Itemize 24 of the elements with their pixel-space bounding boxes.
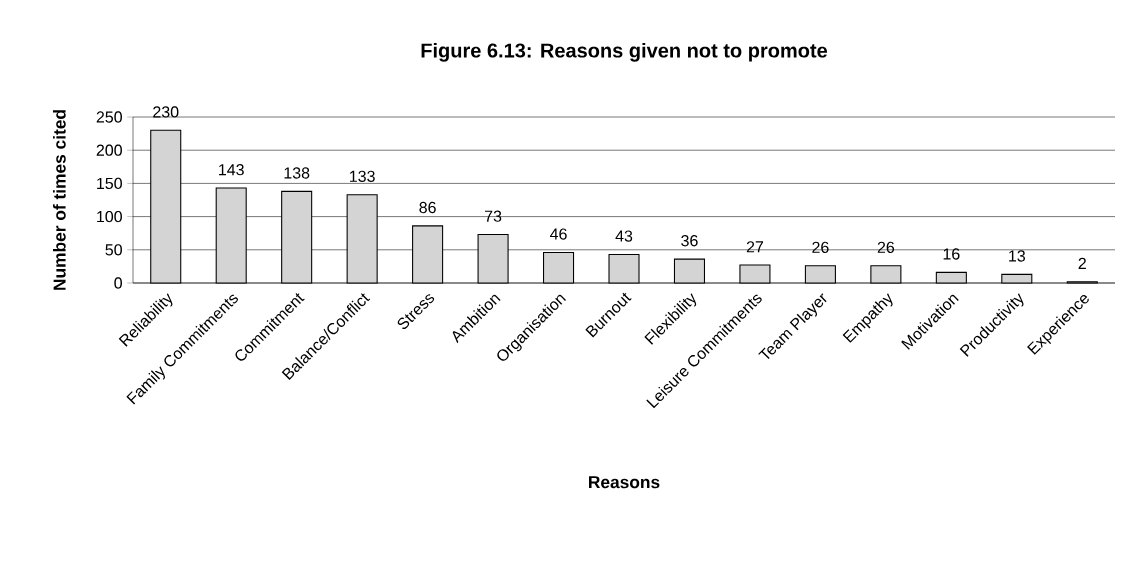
data-label: 2 (1078, 257, 1086, 269)
data-label: 143 (219, 164, 244, 176)
data-label: 36 (681, 235, 698, 247)
data-label: 86 (419, 201, 436, 214)
x-axis-title: Reasons (589, 476, 660, 489)
data-label: 46 (550, 228, 567, 240)
data-label: 133 (350, 170, 375, 182)
data-label: 26 (877, 241, 895, 254)
y-tick-label: 100 (97, 210, 122, 223)
y-tick-label: 200 (96, 144, 122, 156)
data-label: 73 (484, 210, 502, 222)
y-tick-label: 250 (96, 111, 122, 123)
data-label: 27 (746, 241, 764, 253)
y-tick-label: 0 (114, 277, 122, 289)
chart-title: Figure 6.13: Reasons given not to promote (421, 42, 828, 62)
y-axis-title: Number of times cited (52, 110, 66, 290)
y-tick-label: 50 (105, 244, 122, 256)
y-tick-label: 150 (97, 177, 122, 190)
data-label: 16 (943, 248, 960, 260)
data-label: 13 (1009, 250, 1026, 262)
data-label: 138 (284, 167, 310, 179)
data-label: 43 (615, 230, 633, 242)
data-label: 230 (153, 106, 179, 118)
data-label: 26 (812, 241, 829, 254)
